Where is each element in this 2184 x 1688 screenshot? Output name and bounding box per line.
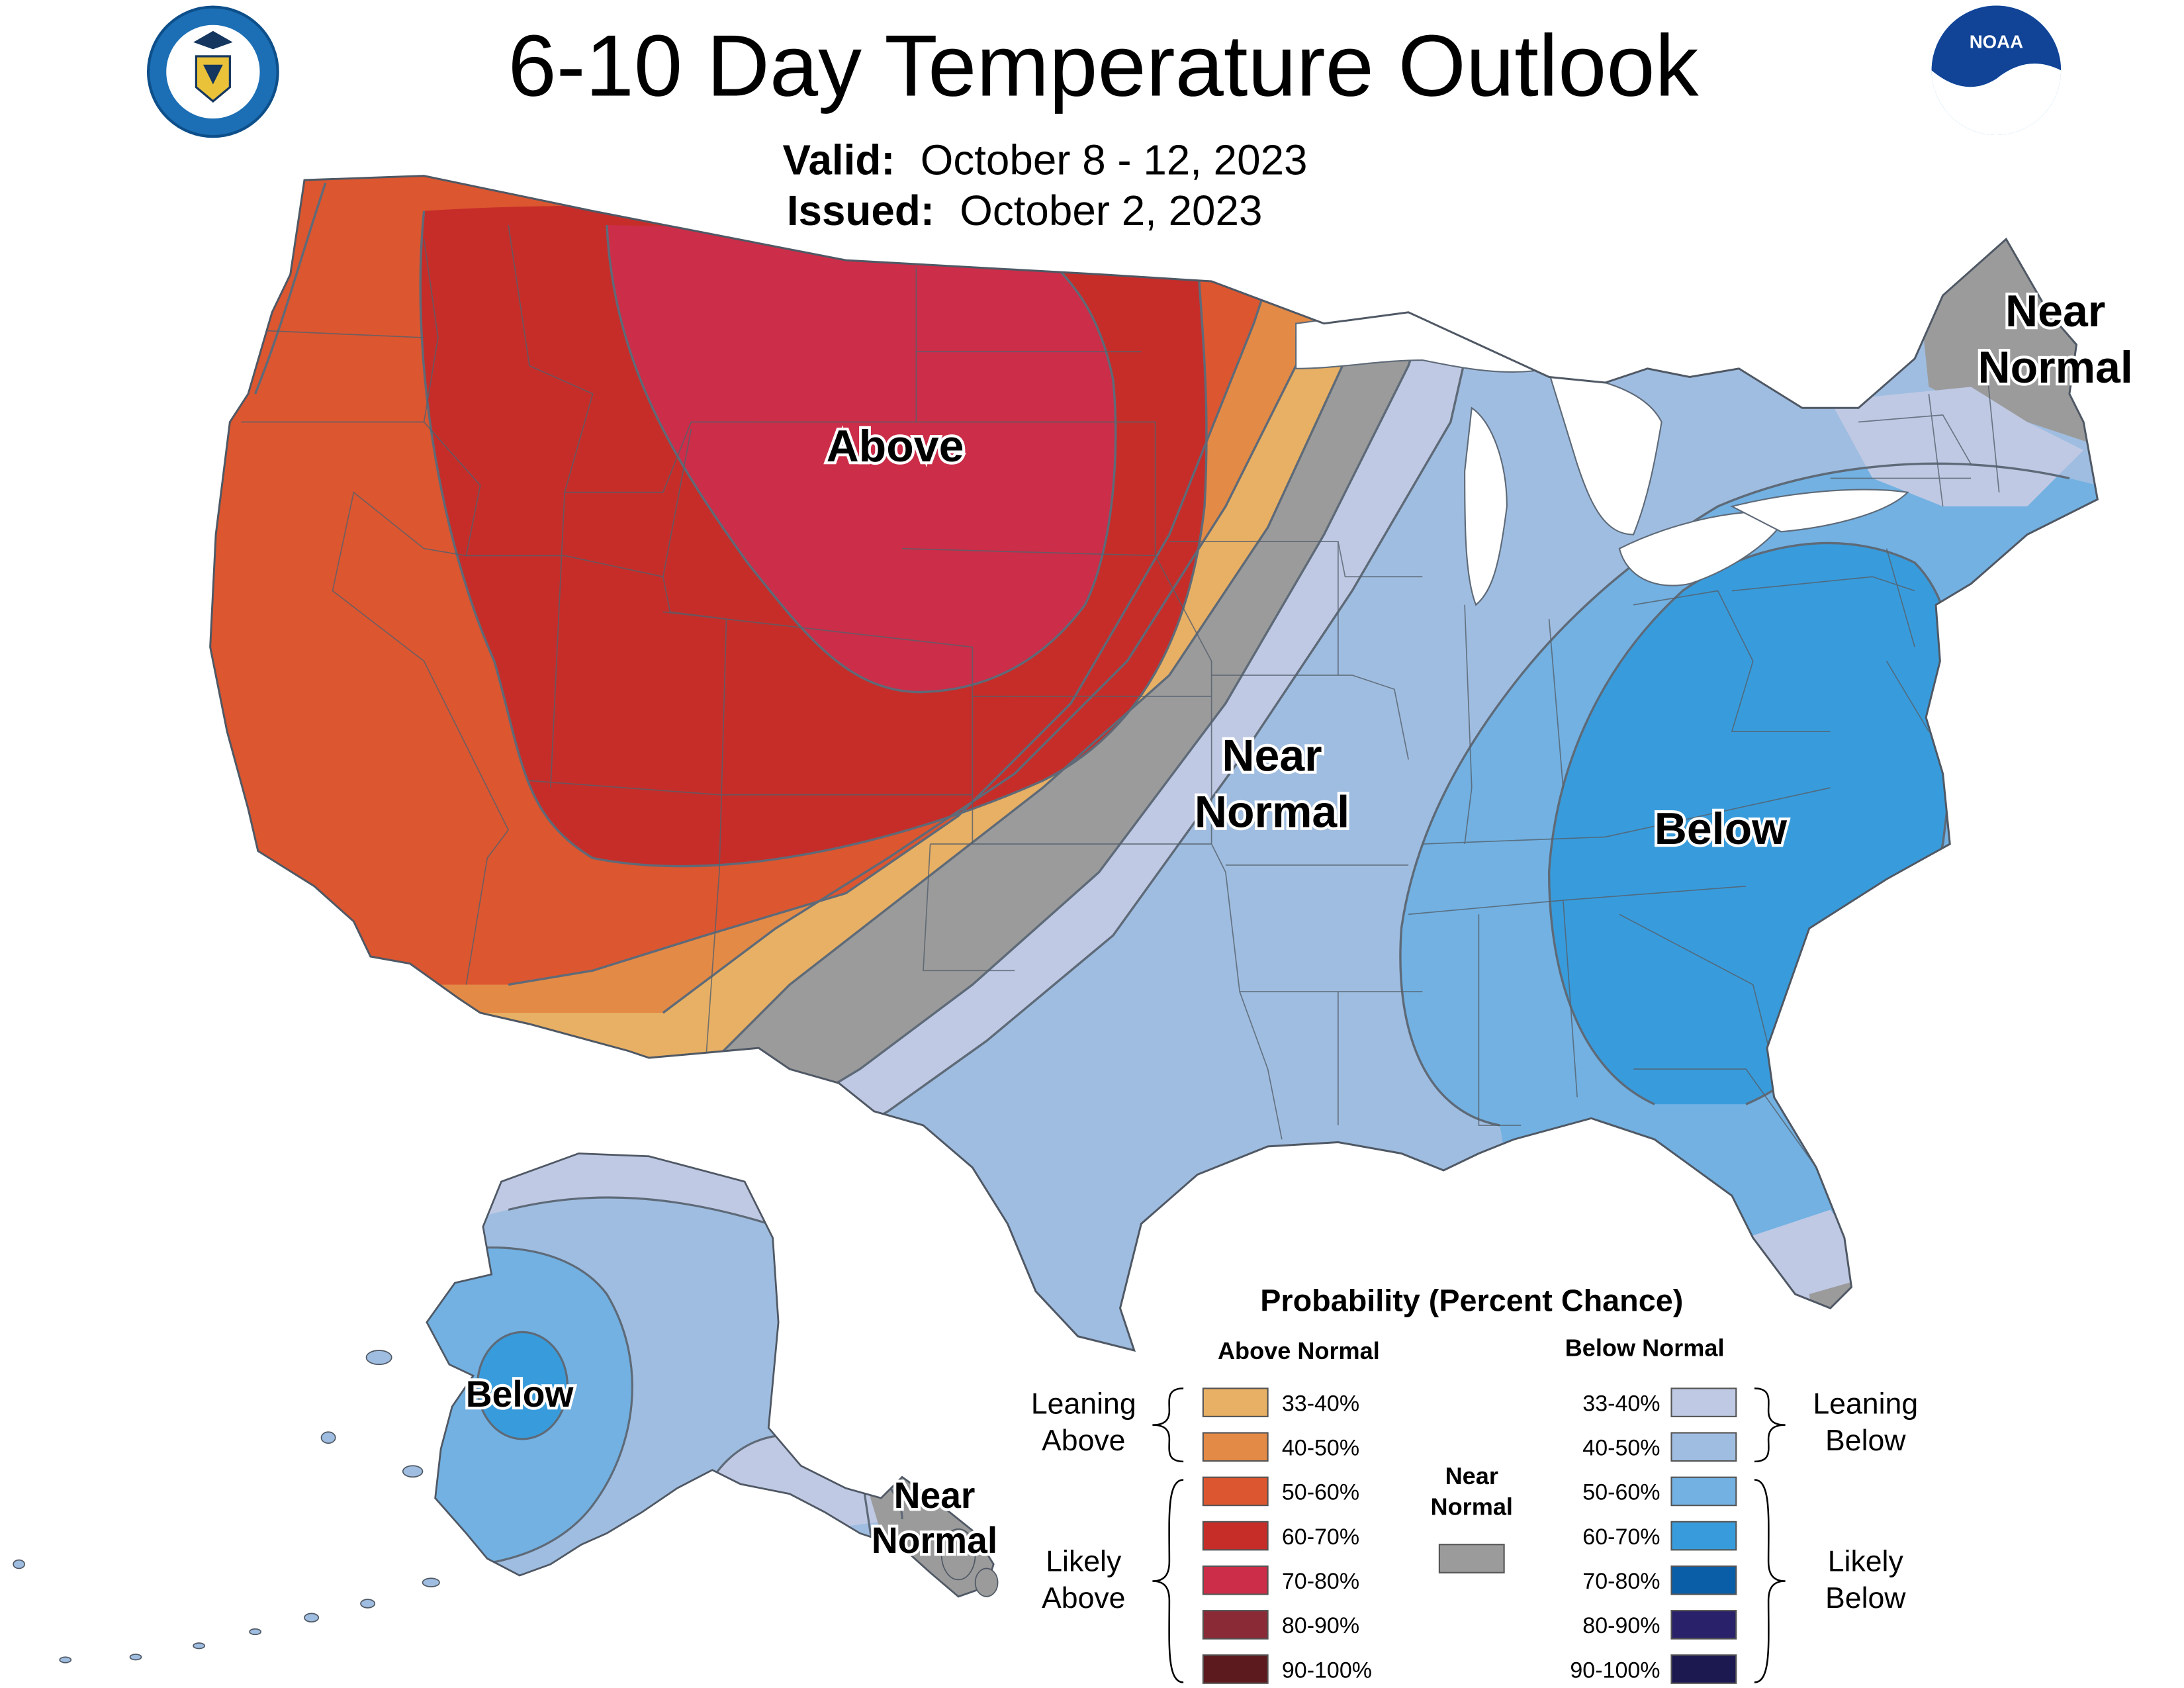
label-near-normal-ak-1: Near xyxy=(894,1475,976,1516)
legend-below-swatch-3 xyxy=(1670,1521,1737,1551)
ak-fill-below-60-70 xyxy=(477,1332,568,1439)
legend-likely-below-2: Below xyxy=(1825,1582,1906,1615)
ak-panhandle-islands xyxy=(940,1528,999,1597)
legend-below-swatch-2 xyxy=(1670,1476,1737,1507)
legend-below-label-4: 70-80% xyxy=(1582,1569,1660,1594)
ak-fill-below-33-40-north xyxy=(426,1153,790,1238)
legend-below-header: Below Normal xyxy=(1565,1335,1725,1362)
legend-below-label-5: 80-90% xyxy=(1582,1613,1660,1638)
contour-lines xyxy=(254,175,2070,1169)
legend-likely-below-1: Likely xyxy=(1828,1546,1904,1578)
legend-above-swatch-2 xyxy=(1202,1476,1269,1507)
legend-near-swatch xyxy=(1438,1544,1505,1573)
aleutian-islands xyxy=(13,1350,440,1664)
legend-above-swatches: 33-40% 40-50% 50-60% 60-70% 70-80% 80-90% 90-1… xyxy=(1202,1387,1372,1684)
legend-below-swatch-5 xyxy=(1670,1610,1737,1640)
legend-below-swatch-1 xyxy=(1670,1432,1737,1462)
commerce-seal-logo xyxy=(147,5,279,138)
great-lakes xyxy=(1295,309,1909,606)
legend-above-label-6: 90-100% xyxy=(1282,1658,1372,1683)
legend-above-swatch-0 xyxy=(1202,1387,1269,1417)
page-title: 6-10 Day Temperature Outlook xyxy=(508,17,1699,115)
fill-below-33-40-ne xyxy=(1830,387,2084,506)
label-above: Above xyxy=(827,421,964,471)
legend-braces xyxy=(1152,1387,1786,1683)
legend-above-label-4: 70-80% xyxy=(1282,1569,1359,1594)
legend-below-swatch-4 xyxy=(1670,1565,1737,1595)
label-near-normal-central-1: Near xyxy=(1222,731,1322,781)
label-near-normal-ne-1: Near xyxy=(2005,286,2105,336)
brace-leaning-above xyxy=(1152,1387,1184,1463)
brace-likely-below xyxy=(1754,1479,1786,1683)
legend-below-label-6: 90-100% xyxy=(1570,1658,1660,1683)
legend-near-label-1: Near xyxy=(1445,1462,1498,1489)
valid-value: October 8 - 12, 2023 xyxy=(921,136,1308,184)
legend-below-label-2: 50-60% xyxy=(1582,1480,1660,1505)
legend-below-label-1: 40-50% xyxy=(1582,1436,1660,1461)
brace-likely-above xyxy=(1152,1479,1184,1683)
valid-label: Valid: xyxy=(782,136,895,184)
noaa-logo: NOAA xyxy=(1931,5,2062,135)
legend-above-label-1: 40-50% xyxy=(1282,1436,1359,1461)
legend-above-swatch-4 xyxy=(1202,1565,1269,1595)
map-labels: Above Near Normal Near Normal Below Belo… xyxy=(463,283,2136,1564)
label-below-east: Below xyxy=(1655,804,1788,854)
label-near-normal-central-2: Normal xyxy=(1195,787,1349,837)
conus-outline xyxy=(209,175,2099,1352)
legend-above-label-2: 50-60% xyxy=(1282,1480,1359,1505)
legend-leaning-above-2: Above xyxy=(1042,1425,1126,1457)
legend-leaning-below-2: Below xyxy=(1825,1425,1906,1457)
legend-leaning-above-1: Leaning xyxy=(1031,1388,1136,1421)
legend: Probability (Percent Chance) Above Norma… xyxy=(1031,1284,1918,1684)
legend-above-swatch-6 xyxy=(1202,1654,1269,1684)
legend-near-label-2: Normal xyxy=(1431,1493,1513,1521)
legend-above-label-5: 80-90% xyxy=(1282,1613,1359,1638)
label-near-normal-ak-2: Normal xyxy=(872,1520,997,1561)
legend-above-header: Above Normal xyxy=(1218,1337,1380,1364)
legend-likely-above-2: Above xyxy=(1042,1582,1126,1615)
label-near-normal-ne-2: Normal xyxy=(1978,342,2132,393)
label-below-alaska: Below xyxy=(466,1374,574,1415)
legend-title: Probability (Percent Chance) xyxy=(1260,1284,1683,1318)
legend-below-swatches: 33-40% 40-50% 50-60% 60-70% 70-80% 80-90% 90-1… xyxy=(1570,1387,1737,1684)
fill-above-70-80 xyxy=(606,225,1116,692)
legend-below-swatch-0 xyxy=(1670,1387,1737,1417)
noaa-logo-text: NOAA xyxy=(1970,31,2023,52)
issued-label: Issued: xyxy=(787,187,934,234)
legend-above-label-3: 60-70% xyxy=(1282,1524,1359,1550)
legend-below-label-0: 33-40% xyxy=(1582,1391,1660,1416)
legend-above-label-0: 33-40% xyxy=(1282,1391,1359,1416)
legend-below-swatch-6 xyxy=(1670,1654,1737,1684)
legend-leaning-below-1: Leaning xyxy=(1813,1388,1918,1421)
issued-value: October 2, 2023 xyxy=(960,187,1262,234)
state-boundaries xyxy=(241,224,2000,1168)
legend-above-swatch-1 xyxy=(1202,1432,1269,1462)
legend-above-swatch-3 xyxy=(1202,1521,1269,1551)
conus-probability-fill xyxy=(210,175,2098,1350)
legend-above-swatch-5 xyxy=(1202,1610,1269,1640)
legend-likely-above-1: Likely xyxy=(1046,1546,1122,1578)
alaska-outline xyxy=(426,1152,995,1598)
legend-below-label-3: 60-70% xyxy=(1582,1524,1660,1550)
brace-leaning-below xyxy=(1754,1387,1786,1463)
